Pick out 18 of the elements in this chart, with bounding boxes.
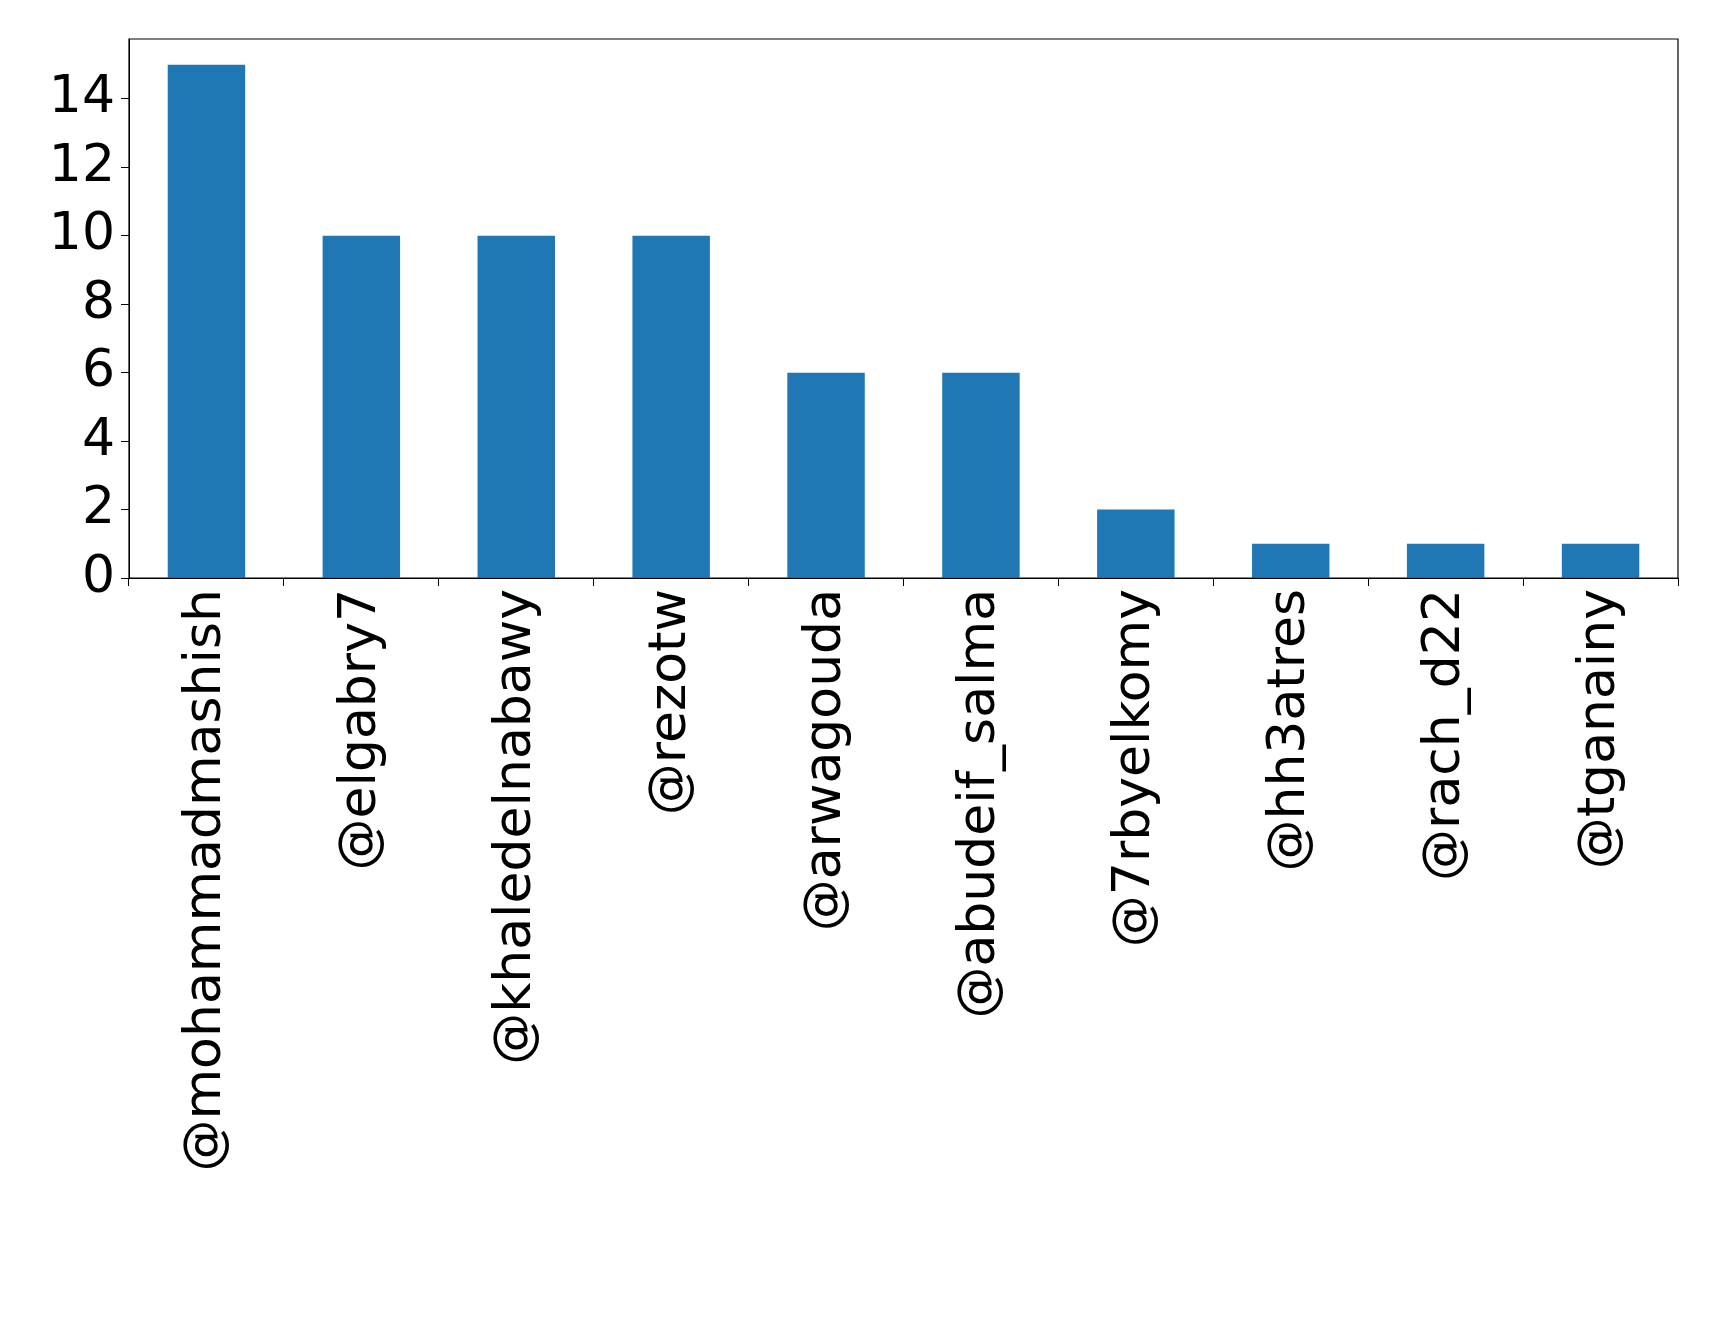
- x-tick-label: @hh3atres: [1256, 589, 1317, 872]
- y-tick-label: 12: [48, 132, 115, 193]
- x-tick-label: @rach_d22: [1411, 589, 1472, 881]
- y-tick-label: 10: [48, 201, 115, 262]
- x-tick-label: @abudeif_salma: [946, 589, 1007, 1019]
- x-tick-label: @khaledelnabawy: [481, 589, 542, 1065]
- x-tick-label: @7rbyelkomy: [1101, 589, 1162, 948]
- y-tick-label: 0: [81, 543, 115, 604]
- y-tick-label: 8: [81, 269, 115, 330]
- y-tick-label: 4: [81, 406, 115, 467]
- y-tick-label: 2: [81, 475, 115, 536]
- y-tick-label: 14: [48, 64, 115, 125]
- x-tick-label: @arwagouda: [791, 589, 852, 932]
- x-tick-label: @tganainy: [1566, 589, 1627, 870]
- x-tick-label: @mohammadmashish: [171, 589, 232, 1172]
- x-tick-label: @elgabry7: [326, 589, 387, 871]
- x-tick-label: @rezotw: [636, 589, 697, 816]
- y-tick-label: 6: [81, 338, 115, 399]
